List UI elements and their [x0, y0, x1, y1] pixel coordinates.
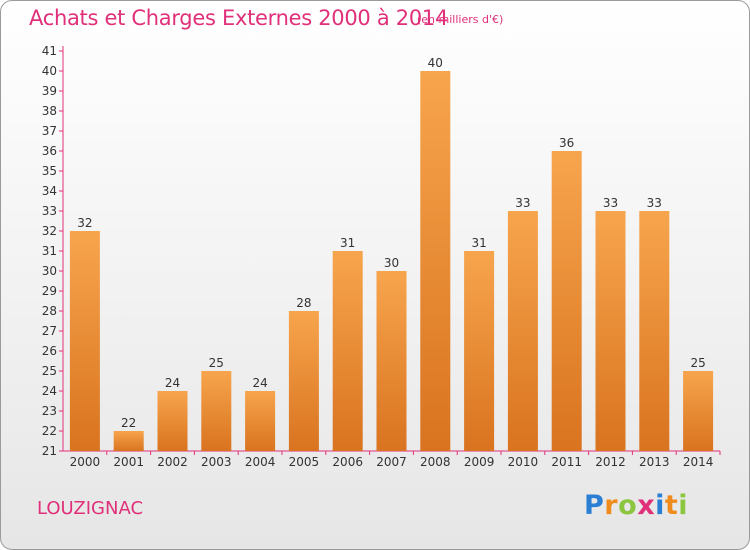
y-tick-label: 22 — [42, 424, 57, 438]
bar-2001 — [113, 431, 144, 451]
y-tick-label: 39 — [42, 84, 57, 98]
x-tick-label: 2005 — [289, 455, 320, 469]
y-tick-label: 30 — [42, 264, 57, 278]
y-tick-label: 36 — [42, 144, 57, 158]
data-label-2008: 40 — [428, 56, 443, 70]
x-tick-label: 2013 — [639, 455, 670, 469]
x-tick-label: 2003 — [201, 455, 232, 469]
x-tick-label: 2011 — [551, 455, 582, 469]
bar-2004 — [245, 391, 276, 451]
y-tick-label: 24 — [42, 384, 57, 398]
bar-2007 — [376, 271, 407, 451]
x-tick-label: 2009 — [464, 455, 495, 469]
y-tick-label: 29 — [42, 284, 57, 298]
y-tick-label: 41 — [42, 44, 57, 58]
x-tick-label: 2004 — [245, 455, 276, 469]
data-label-2012: 33 — [603, 196, 618, 210]
x-tick-label: 2006 — [332, 455, 363, 469]
data-label-2001: 22 — [121, 416, 136, 430]
bars — [69, 71, 714, 451]
bar-2008 — [420, 71, 451, 451]
data-label-2002: 24 — [165, 376, 180, 390]
x-tick-label: 2007 — [376, 455, 407, 469]
y-tick-label: 25 — [42, 364, 57, 378]
x-tick-label: 2010 — [508, 455, 539, 469]
bar-2013 — [639, 211, 670, 451]
bar-2002 — [157, 391, 188, 451]
y-tick-label: 33 — [42, 204, 57, 218]
bar-2012 — [595, 211, 626, 451]
bar-2003 — [201, 371, 232, 451]
y-tick-label: 28 — [42, 304, 57, 318]
x-tick-label: 2008 — [420, 455, 451, 469]
data-label-2009: 31 — [471, 236, 486, 250]
y-tick-label: 32 — [42, 224, 57, 238]
y-tick-label: 38 — [42, 104, 57, 118]
data-label-2007: 30 — [384, 256, 399, 270]
proxiti-logo[interactable]: Proxiti — [584, 490, 689, 521]
chart-unit-note: (en milliers d'€) — [417, 13, 504, 26]
y-tick-label: 31 — [42, 244, 57, 258]
y-tick-label: 26 — [42, 344, 57, 358]
data-label-2006: 31 — [340, 236, 355, 250]
commune-name: LOUZIGNAC — [37, 498, 144, 519]
data-label-2003: 25 — [209, 356, 224, 370]
x-tick-label: 2014 — [683, 455, 714, 469]
x-tick-label: 2012 — [595, 455, 626, 469]
y-tick-label: 35 — [42, 164, 57, 178]
bar-2009 — [464, 251, 495, 451]
bar-2010 — [507, 211, 538, 451]
y-axis: 21 22 23 24 25 26 27 28 29 30 31 32 33 34 35 36 37 38 39 40… — [42, 44, 64, 458]
bar-2000 — [69, 231, 100, 451]
chart-title: Achats et Charges Externes 2000 à 2014 — [29, 6, 449, 30]
data-label-2000: 32 — [77, 216, 92, 230]
y-tick-label: 37 — [42, 124, 57, 138]
bar-2011 — [551, 151, 582, 451]
data-label-2011: 36 — [559, 136, 574, 150]
y-tick-label: 23 — [42, 404, 57, 418]
data-label-2005: 28 — [296, 296, 311, 310]
bar-2005 — [288, 311, 319, 451]
y-tick-label: 40 — [42, 64, 57, 78]
data-label-2014: 25 — [690, 356, 705, 370]
x-tick-label: 2002 — [157, 455, 188, 469]
bar-2014 — [683, 371, 714, 451]
y-tick-label: 27 — [42, 324, 57, 338]
x-axis: 2000 2001 2002 2003 2004 2005 2006 2007 2008 2009… — [63, 450, 721, 469]
x-tick-label: 2000 — [70, 455, 101, 469]
y-tick-label: 21 — [42, 444, 57, 458]
data-label-2013: 33 — [647, 196, 662, 210]
x-tick-label: 2001 — [113, 455, 144, 469]
data-label-2004: 24 — [252, 376, 267, 390]
data-label-2010: 33 — [515, 196, 530, 210]
data-labels: 32 22 24 25 24 28 31 30 40 31 33 36 33 33 25 — [77, 56, 705, 430]
bar-2006 — [332, 251, 363, 451]
y-tick-label: 34 — [42, 184, 57, 198]
